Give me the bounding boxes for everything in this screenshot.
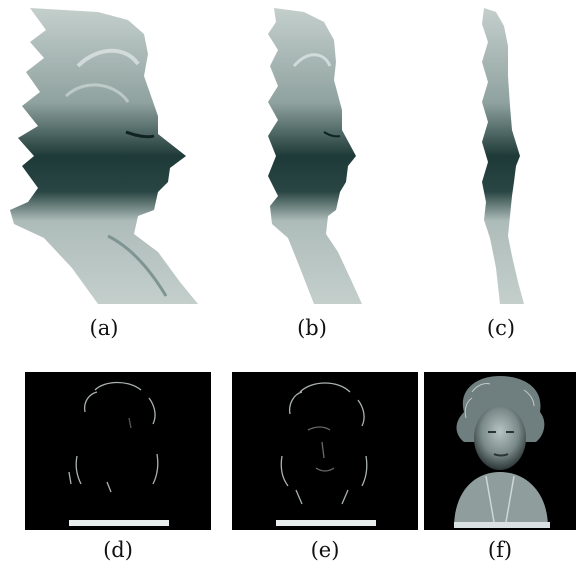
bust-silhouette-b [268,8,362,304]
caption-c: (c) [486,316,516,340]
panel-d-image [25,372,211,530]
bust-silhouette-c [482,8,524,304]
panel-c-image [478,6,530,306]
caption-b: (b) [297,316,327,340]
bust-silhouette-a [10,8,198,304]
caption-f: (f) [487,538,513,562]
caption-d: (d) [103,538,133,562]
caption-e: (e) [310,538,340,562]
panel-a-image [8,6,200,306]
face-shape [474,406,526,470]
caption-a: (a) [89,316,119,340]
panel-e-image [232,372,418,530]
shoulders-shape [454,472,548,528]
panel-b-image [264,6,364,306]
panel-f-image [424,372,576,530]
